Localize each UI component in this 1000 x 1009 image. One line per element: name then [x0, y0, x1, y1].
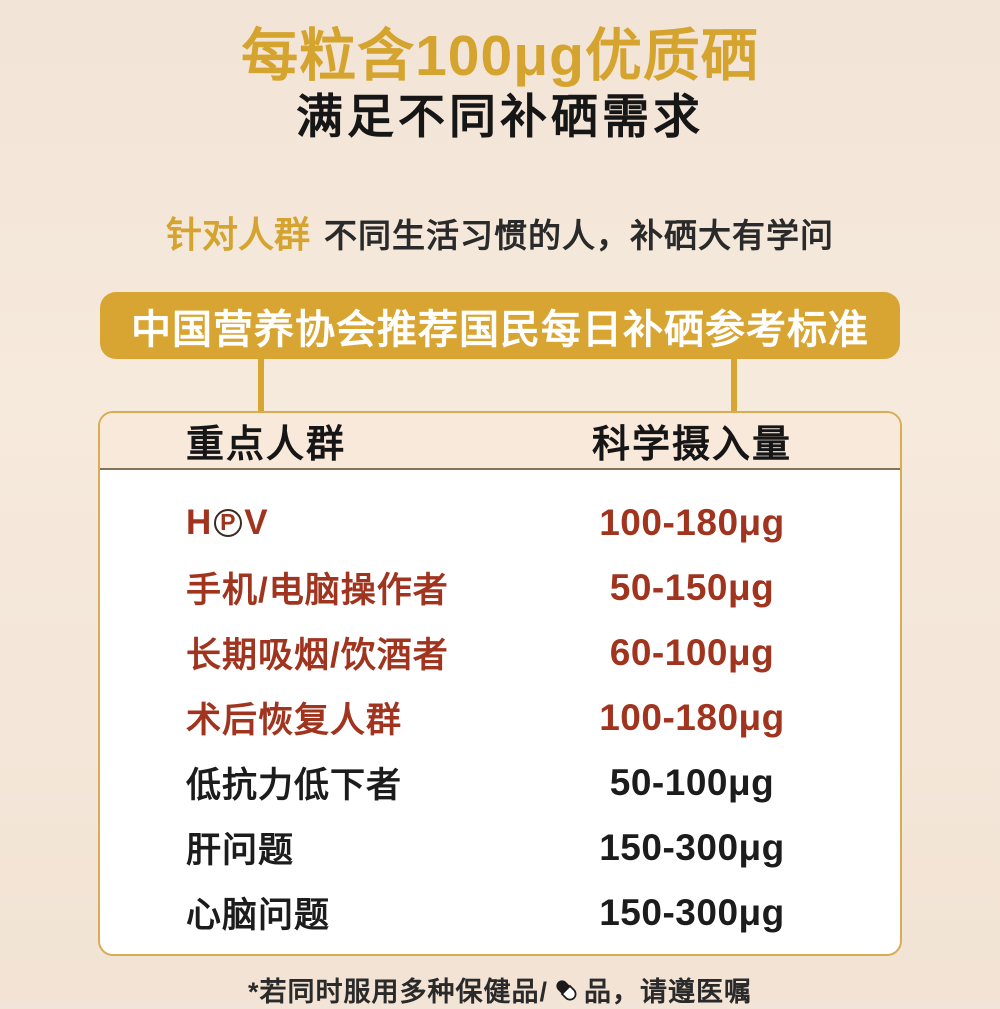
table-row: 手机/电脑操作者 50-150μg: [100, 555, 900, 620]
tagline-text: 不同生活习惯的人，补硒大有学问: [324, 217, 834, 254]
row-group-label: 心脑问题: [186, 896, 331, 935]
row-intake-value: 150-300μg: [599, 826, 785, 868]
header-cell-group: 重点人群: [186, 424, 347, 466]
row-group-label: 低抗力低下者: [186, 766, 403, 805]
row-group-label: 手机/电脑操作者: [186, 571, 449, 610]
table-row: H P V 100-180μg: [100, 490, 900, 555]
page-title: 每粒含100μg优质硒: [241, 24, 759, 88]
row-intake-value: 150-300μg: [599, 891, 785, 933]
circled-p-mark: P: [214, 508, 243, 537]
row-intake-value: 50-100μg: [609, 761, 775, 803]
table-row: 术后恢复人群 100-180μg: [100, 685, 900, 750]
row-intake-value: 100-180μg: [599, 696, 785, 738]
table-row: 肝问题 150-300μg: [100, 815, 900, 880]
page-subtitle: 满足不同补硒需求: [296, 90, 704, 143]
table-body: H P V 100-180μg 手机/电脑操作者 50-150μg 长期吸烟/饮酒者 60-1…: [100, 470, 900, 945]
banner-connectors: [0, 359, 1000, 411]
standard-banner: 中国营养协会推荐国民每日补硒参考标准: [100, 292, 900, 359]
row-group-label: 术后恢复人群: [186, 701, 403, 740]
tagline: 针对人群 不同生活习惯的人，补硒大有学问: [0, 206, 1000, 258]
connector-line-left: [258, 359, 264, 411]
table-row: 长期吸烟/饮酒者 60-100μg: [100, 620, 900, 685]
intake-table: 重点人群 科学摄入量 H P V 100-180μg 手机/电脑操作者 50-150μg 长…: [98, 411, 902, 956]
tagline-label: 针对人群: [165, 214, 310, 255]
footer-note-prefix: *若同时服用多种保健品/: [247, 977, 548, 1007]
row-group-label: 肝问题: [186, 831, 295, 870]
footer-note: *若同时服用多种保健品/ 品，请遵医嘱: [0, 970, 1000, 1009]
header-cell-intake: 科学摄入量: [591, 424, 792, 466]
table-row: 心脑问题 150-300μg: [100, 880, 900, 945]
row-group-label: 长期吸烟/饮酒者: [186, 636, 449, 675]
row-intake-value: 60-100μg: [609, 631, 775, 673]
table-row: 低抗力低下者 50-100μg: [100, 750, 900, 815]
row-intake-value: 100-180μg: [599, 501, 785, 543]
connector-line-right: [731, 359, 737, 411]
row-intake-value: 50-150μg: [609, 566, 775, 608]
footer-note-suffix: 品，请遵医嘱: [584, 977, 752, 1007]
table-header: 重点人群 科学摄入量: [100, 413, 900, 470]
capsule-icon: [556, 979, 577, 1000]
